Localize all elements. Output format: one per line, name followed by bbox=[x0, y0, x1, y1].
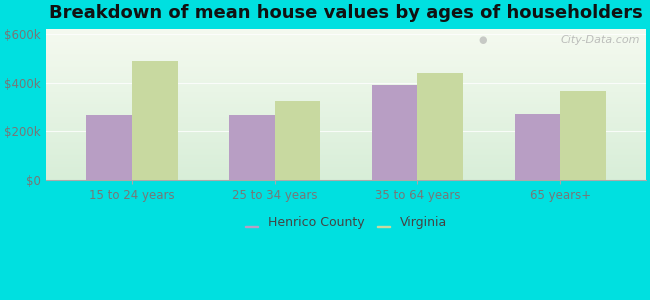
Bar bbox=[372, 85, 417, 180]
Title: Breakdown of mean house values by ages of householders: Breakdown of mean house values by ages o… bbox=[49, 4, 643, 22]
Text: City-Data.com: City-Data.com bbox=[560, 35, 640, 45]
Bar bbox=[515, 114, 560, 180]
Bar bbox=[560, 91, 606, 180]
Bar bbox=[132, 61, 177, 180]
Bar bbox=[417, 73, 463, 180]
Bar bbox=[86, 116, 132, 180]
Bar bbox=[229, 116, 275, 180]
Text: ●: ● bbox=[478, 35, 486, 45]
Legend: Henrico County, Virginia: Henrico County, Virginia bbox=[240, 211, 452, 234]
Bar bbox=[275, 101, 320, 180]
